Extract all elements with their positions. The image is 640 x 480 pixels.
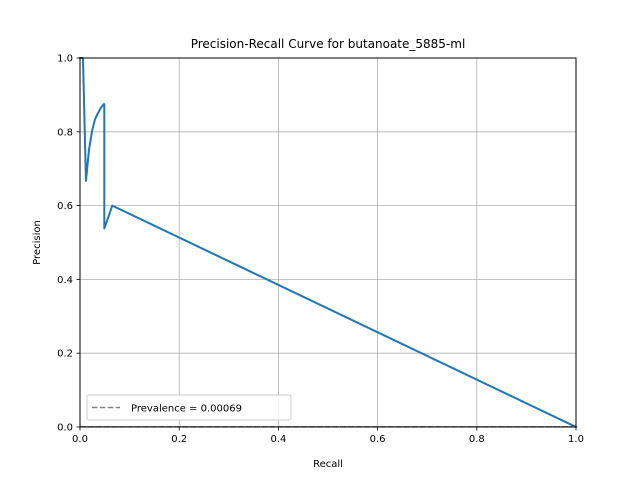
- y-tick-label: 0.6: [57, 201, 73, 212]
- y-axis-label: Precision: [32, 220, 43, 265]
- x-tick-label: 0.6: [370, 434, 386, 445]
- x-axis-label: Recall: [313, 459, 343, 470]
- y-tick-label: 1.0: [57, 54, 73, 65]
- y-tick-label: 0.4: [57, 275, 73, 286]
- x-tick-label: 0.8: [469, 434, 485, 445]
- x-tick-label: 0.0: [72, 434, 88, 445]
- pr-curve-line: [79, 57, 578, 429]
- x-tick-label: 0.2: [171, 434, 187, 445]
- y-tick-label: 0.2: [57, 349, 73, 360]
- legend-prevalence-label: Prevalence = 0.00069: [131, 404, 242, 415]
- y-tick-label: 0.8: [57, 127, 73, 138]
- x-tick-label: 0.4: [270, 434, 286, 445]
- axis-ticks: 0.0 0.2 0.4 0.6 0.8 1.0 0.0 0.2 0.4 0.6 0.8 1.0: [57, 54, 584, 446]
- legend-box: [86, 394, 292, 421]
- grid: [79, 57, 577, 428]
- chart-title: Precision-Recall Curve for butanoate_588…: [191, 37, 466, 51]
- y-tick-label: 0.0: [57, 423, 73, 434]
- x-tick-label: 1.0: [568, 434, 584, 445]
- plot-frame: [79, 57, 577, 428]
- legend: Prevalence = 0.00069: [86, 394, 292, 421]
